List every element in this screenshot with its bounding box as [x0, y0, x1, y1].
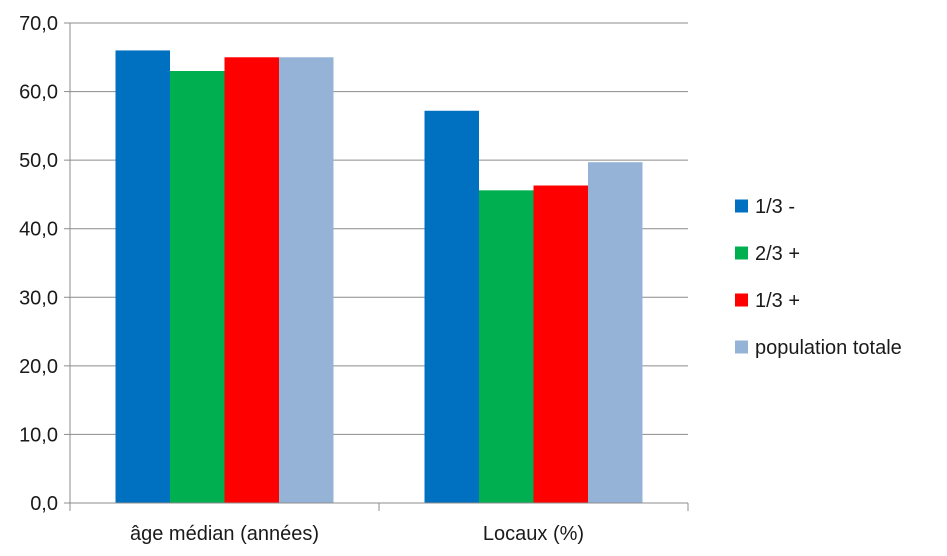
legend-swatch [735, 199, 748, 213]
bar [479, 190, 534, 504]
legend-label: 1/3 - [755, 196, 795, 218]
bar [424, 110, 479, 504]
legend-label: 2/3 + [755, 243, 800, 265]
y-tick-label: 70,0 [19, 13, 58, 35]
y-tick-label: 20,0 [19, 356, 58, 378]
y-tick-label: 50,0 [19, 150, 58, 172]
y-tick-label: 40,0 [19, 219, 58, 241]
bar [279, 57, 334, 504]
axes [64, 22, 689, 511]
legend: 1/3 - 2/3 + 1/3 + population totale [735, 196, 902, 359]
y-tick-labels: 0,0 10,0 20,0 30,0 40,0 50,0 60,0 70,0 [19, 13, 58, 515]
bar [115, 50, 170, 504]
x-category-labels: âge médian (années) Locaux (%) [130, 523, 584, 545]
y-tick-label: 60,0 [19, 82, 58, 104]
bar [588, 162, 643, 503]
legend-swatch [735, 293, 748, 307]
x-category-label: âge médian (années) [130, 523, 319, 545]
bars [115, 50, 643, 504]
bar [533, 185, 588, 503]
legend-label: 1/3 + [755, 290, 800, 312]
bar [170, 71, 225, 503]
bar [224, 57, 279, 504]
legend-swatch [735, 340, 748, 354]
y-tick-label: 10,0 [19, 424, 58, 446]
x-category-label: Locaux (%) [483, 523, 584, 545]
y-tick-label: 0,0 [30, 493, 58, 515]
legend-swatch [735, 246, 748, 260]
legend-label: population totale [755, 337, 902, 359]
y-tick-label: 30,0 [19, 287, 58, 309]
